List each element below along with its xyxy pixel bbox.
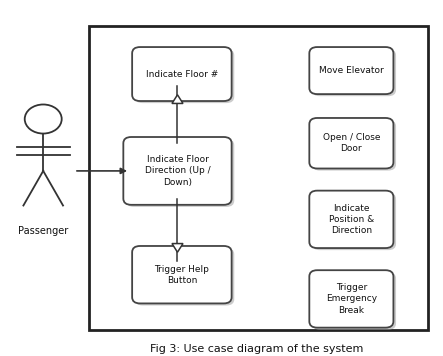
FancyBboxPatch shape (309, 118, 393, 168)
FancyBboxPatch shape (132, 47, 232, 101)
Text: Indicate Floor #: Indicate Floor # (146, 69, 218, 79)
FancyBboxPatch shape (312, 193, 396, 250)
FancyBboxPatch shape (123, 137, 232, 205)
FancyBboxPatch shape (309, 47, 393, 94)
Text: Indicate
Position &
Direction: Indicate Position & Direction (329, 204, 374, 235)
FancyBboxPatch shape (89, 26, 428, 330)
FancyBboxPatch shape (312, 120, 396, 171)
Text: Open / Close
Door: Open / Close Door (323, 133, 380, 153)
Polygon shape (172, 95, 183, 104)
Text: Passenger: Passenger (18, 226, 68, 236)
Polygon shape (172, 244, 183, 252)
Text: Move Elevator: Move Elevator (319, 66, 384, 75)
Circle shape (25, 104, 62, 134)
FancyBboxPatch shape (135, 248, 234, 305)
Text: Trigger Help
Button: Trigger Help Button (155, 265, 209, 285)
FancyBboxPatch shape (309, 270, 393, 328)
FancyBboxPatch shape (312, 272, 396, 330)
FancyBboxPatch shape (312, 49, 396, 96)
Text: Trigger
Emergency
Break: Trigger Emergency Break (326, 283, 377, 314)
Text: Indicate Floor
Direction (Up /
Down): Indicate Floor Direction (Up / Down) (145, 155, 210, 187)
Text: Fig 3: Use case diagram of the system: Fig 3: Use case diagram of the system (150, 344, 363, 354)
FancyBboxPatch shape (132, 246, 232, 303)
FancyBboxPatch shape (135, 49, 234, 103)
FancyBboxPatch shape (126, 139, 234, 207)
FancyBboxPatch shape (309, 190, 393, 248)
